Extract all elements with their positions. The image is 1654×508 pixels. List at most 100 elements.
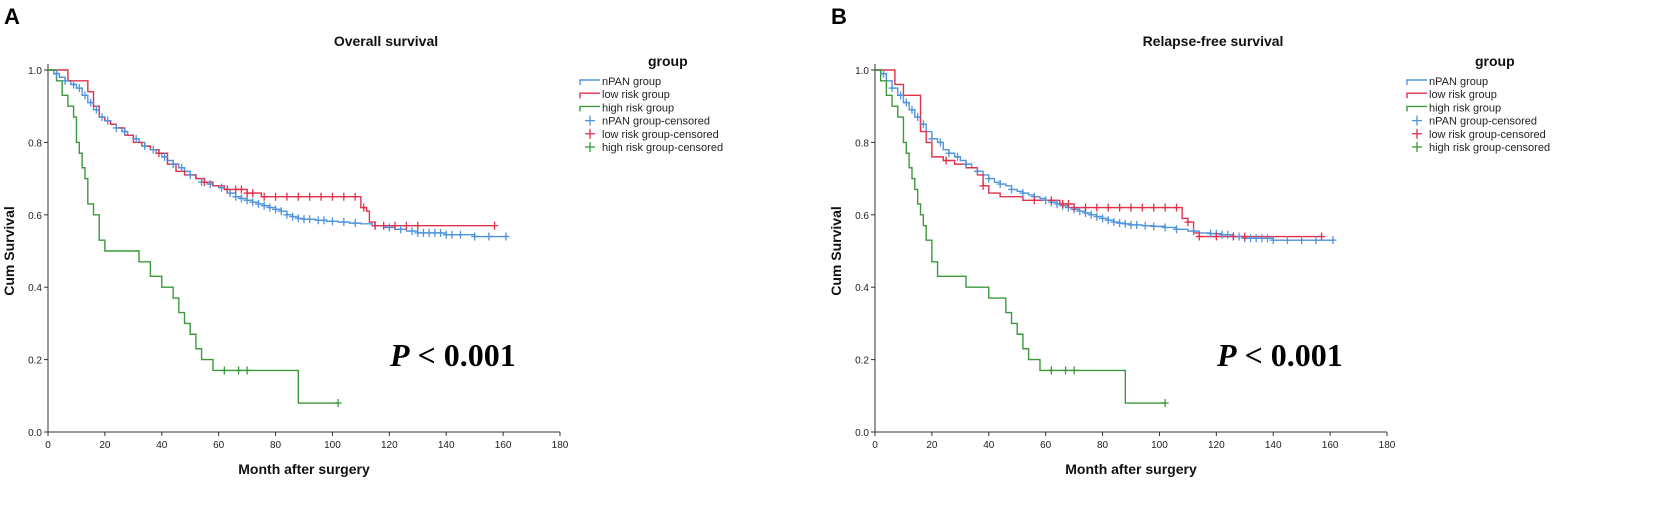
legend-item: nPAN group — [1406, 76, 1488, 88]
x-tick-label: 20 — [99, 440, 111, 451]
censor-mark — [223, 185, 231, 194]
censor-mark — [1116, 203, 1124, 212]
censor-mark — [1241, 232, 1249, 241]
censor-mark — [371, 221, 379, 230]
censor-mark — [1318, 232, 1326, 241]
censor-mark — [1030, 196, 1038, 205]
legend-label: high risk group-censored — [1429, 142, 1550, 154]
censor-mark — [1104, 216, 1112, 225]
censor-mark — [161, 152, 169, 161]
y-tick-label: 0.6 — [855, 211, 869, 222]
censor-mark — [962, 160, 970, 169]
y-tick-label: 1.0 — [855, 66, 869, 77]
panel-b: B Relapse-free survival 0 20 40 60 80 100 120 140… — [827, 0, 1654, 508]
y-axis-label: Cum Survival — [1, 206, 17, 295]
x-tick-label: 140 — [1265, 440, 1282, 451]
x-tick-label: 120 — [381, 440, 398, 451]
censor-mark — [1161, 203, 1169, 212]
censor-mark — [294, 192, 302, 201]
censor-mark — [897, 91, 905, 100]
censor-mark — [87, 98, 95, 107]
legend-item: low risk group — [1406, 89, 1497, 101]
censor-mark — [237, 194, 245, 203]
legend-item: nPAN group-censored — [1412, 115, 1537, 128]
legend-swatch-line — [579, 105, 600, 112]
censor-mark — [979, 181, 987, 190]
censor-mark — [1047, 366, 1055, 375]
censor-mark — [1190, 227, 1198, 236]
censor-mark — [351, 219, 359, 228]
censor-mark — [1008, 185, 1016, 194]
censor-mark — [328, 192, 336, 201]
censor-mark — [448, 230, 456, 239]
censor-mark — [491, 221, 499, 230]
censor-mark — [1093, 212, 1101, 221]
censor-mark — [1047, 196, 1055, 205]
p-value-annotation: P < 0.001 — [1216, 337, 1343, 373]
x-tick-label: 180 — [552, 440, 569, 451]
x-tick-label: 0 — [45, 440, 51, 451]
censor-mark — [397, 225, 405, 234]
censor-mark — [132, 134, 140, 143]
p-value-text: < 0.001 — [410, 337, 516, 373]
chart-relapse-free-survival: B Relapse-free survival 0 20 40 60 80 100 120 140… — [828, 4, 1550, 477]
censor-mark — [98, 113, 106, 122]
censor-mark — [1329, 236, 1337, 245]
censor-mark — [408, 227, 416, 236]
panel-letter: B — [831, 4, 847, 29]
legend-label: nPAN group-censored — [602, 116, 710, 128]
legend-item: high risk group — [1406, 102, 1501, 114]
legend-item: low risk group-censored — [585, 128, 719, 141]
legend-label: high risk group-censored — [602, 142, 723, 154]
censor-mark — [61, 76, 69, 85]
censor-mark — [1081, 203, 1089, 212]
p-value-symbol: P — [389, 337, 410, 373]
censor-mark — [92, 105, 100, 114]
x-tick-label: 140 — [438, 440, 455, 451]
censor-mark — [283, 192, 291, 201]
x-tick-label: 60 — [1040, 440, 1052, 451]
p-value-text: < 0.001 — [1237, 337, 1343, 373]
censor-mark — [1127, 203, 1135, 212]
legend-label: high risk group — [602, 102, 674, 114]
y-tick-label: 0.4 — [855, 283, 869, 294]
censor-mark — [249, 198, 257, 207]
legend-label: nPAN group-censored — [1429, 116, 1537, 128]
censor-mark — [200, 178, 208, 187]
censor-mark — [1070, 366, 1078, 375]
censor-mark — [1104, 203, 1112, 212]
censor-mark — [112, 123, 120, 132]
chart-title: Overall survival — [334, 33, 438, 49]
censor-mark — [1269, 236, 1277, 245]
censor-mark — [317, 192, 325, 201]
censor-mark — [169, 160, 177, 169]
censor-mark — [1019, 189, 1027, 198]
censor-mark — [334, 399, 342, 408]
censor-mark — [340, 192, 348, 201]
censor-mark — [942, 156, 950, 165]
x-axis-label: Month after surgery — [1065, 461, 1197, 477]
legend-item: high risk group-censored — [1412, 142, 1550, 154]
censor-mark — [880, 69, 888, 78]
censor-mark — [471, 232, 479, 241]
censor-mark — [380, 221, 388, 230]
legend-item: high risk group-censored — [585, 142, 723, 154]
censor-mark — [141, 142, 149, 151]
censor-mark — [155, 149, 163, 158]
censor-mark — [260, 192, 268, 201]
censor-mark — [254, 199, 262, 208]
censor-mark — [294, 214, 302, 223]
x-axis-label: Month after surgery — [238, 461, 370, 477]
censor-mark — [266, 203, 274, 212]
censor-mark — [1121, 219, 1129, 228]
censor-mark — [283, 210, 291, 219]
censor-mark — [121, 127, 129, 136]
censor-mark — [1161, 399, 1169, 408]
censor-mark — [1173, 203, 1181, 212]
p-value-symbol: P — [1216, 337, 1237, 373]
censor-mark — [149, 145, 157, 154]
censor-mark — [888, 84, 896, 93]
legend-item: low risk group — [579, 89, 670, 101]
legend-item: nPAN group-censored — [585, 115, 710, 128]
legend-item: high risk group — [579, 102, 674, 114]
